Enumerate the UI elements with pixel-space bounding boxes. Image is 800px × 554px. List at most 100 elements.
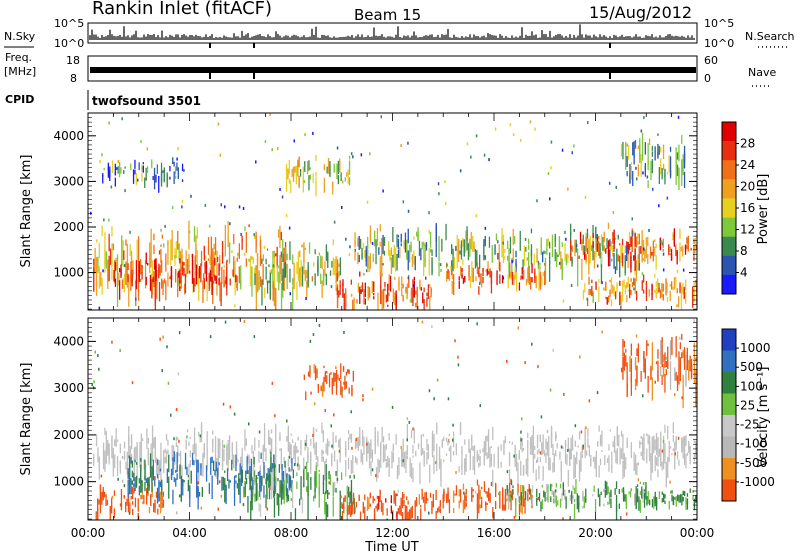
power-colorbar-swatch bbox=[722, 160, 736, 180]
velocity-colorbar-tick: -100 bbox=[740, 437, 767, 451]
vel-region-5 bbox=[443, 478, 533, 519]
beam-title: Beam 15 bbox=[354, 6, 421, 24]
power-colorbar-swatch bbox=[722, 217, 736, 237]
power-colorbar-swatch bbox=[722, 236, 736, 257]
velocity-colorbar-swatch bbox=[722, 393, 736, 416]
power-region-5 bbox=[446, 261, 546, 295]
velocity-ylabel: Slant Range [km] bbox=[19, 363, 34, 476]
power-colorbar-tick: 16 bbox=[740, 201, 755, 215]
x-tick-label: 20:00 bbox=[578, 526, 613, 540]
power-colorbar-swatch bbox=[722, 141, 736, 161]
vel-region-1 bbox=[95, 483, 165, 520]
power-ylabel: Slant Range [km] bbox=[19, 155, 34, 268]
power-panel: 1000 2000 3000 4000 bbox=[53, 112, 698, 311]
nave-label: Nave bbox=[748, 66, 776, 79]
freq-label: Freq. bbox=[5, 51, 32, 64]
velocity-colorbar-swatch bbox=[722, 372, 736, 394]
vel-region-4 bbox=[341, 488, 444, 520]
vel-region-3 bbox=[241, 461, 355, 520]
vel-region-8 bbox=[303, 363, 354, 401]
power-colorbar-swatch bbox=[722, 179, 736, 199]
power-colorbar-tick: 12 bbox=[740, 223, 755, 237]
x-tick-label: 00:00 bbox=[680, 526, 715, 540]
power-region-7 bbox=[582, 274, 697, 310]
x-tick-label: 12:00 bbox=[375, 526, 410, 540]
freq-panel bbox=[87, 55, 698, 82]
power-region-9 bbox=[620, 132, 686, 191]
velocity-colorbar-tick: -500 bbox=[740, 456, 767, 470]
power-region-10 bbox=[102, 157, 185, 193]
power-scatter-field bbox=[90, 113, 697, 310]
vel-region-7 bbox=[646, 488, 697, 511]
vel-region-2 bbox=[127, 451, 294, 510]
nave-tick-bottom: 0 bbox=[704, 72, 711, 85]
freq-unit-label: [MHz] bbox=[4, 65, 36, 78]
nsky-label: N.Sky bbox=[4, 30, 36, 43]
nave-tick-top: 60 bbox=[704, 54, 718, 67]
velocity-colorbar-swatch bbox=[722, 458, 736, 480]
nsearch-tick-top: 10^5 bbox=[704, 17, 734, 30]
power-colorbar-swatch bbox=[722, 255, 736, 276]
power-colorbar-tick: 24 bbox=[740, 158, 755, 172]
power-colorbar: 28 24 20 16 12 8 4 bbox=[721, 121, 755, 295]
power-colorbar-tick: 28 bbox=[740, 137, 755, 151]
velocity-colorbar-swatch bbox=[722, 479, 736, 502]
power-region-8 bbox=[285, 154, 351, 197]
power-ytick-label: 3000 bbox=[53, 174, 84, 188]
power-region-3 bbox=[336, 271, 432, 310]
velocity-colorbar-tick: -25 bbox=[740, 418, 760, 432]
freq-trace bbox=[90, 67, 696, 79]
power-colorbar-tick: 4 bbox=[740, 266, 748, 280]
velocity-colorbar-swatch bbox=[722, 350, 736, 373]
date-title: 15/Aug/2012 bbox=[589, 3, 692, 22]
velocity-colorbar-tick: -1000 bbox=[740, 475, 775, 489]
velocity-colorbar-tick: 1000 bbox=[740, 341, 771, 355]
velocity-colorbar-swatch bbox=[722, 329, 736, 351]
nsearch-label: N.Search bbox=[745, 30, 795, 43]
x-tick-label: 04:00 bbox=[172, 526, 207, 540]
velocity-panel: 1000 2000 3000 4000 bbox=[53, 317, 698, 521]
power-ytick-label: 1000 bbox=[53, 266, 84, 280]
power-colorbar-tick: 20 bbox=[740, 180, 755, 194]
velocity-colorbar-label: Velocity [m s⁻¹] bbox=[756, 367, 771, 468]
velocity-colorbar: 1000 500 100 25 -25 -100 -500 -1000 bbox=[721, 328, 775, 502]
nsky-tick-bottom: 10^0 bbox=[54, 37, 84, 50]
nsearch-tick-bottom: 10^0 bbox=[704, 37, 734, 50]
station-title: Rankin Inlet (fitACF) bbox=[92, 0, 272, 19]
x-tick-label: 00:00 bbox=[71, 526, 106, 540]
freq-tick-top: 18 bbox=[66, 54, 80, 67]
vel-region-9 bbox=[620, 333, 697, 409]
power-colorbar-label: Power [dB] bbox=[756, 174, 771, 245]
vel-ytick-label: 3000 bbox=[53, 381, 84, 395]
nsky-trace bbox=[89, 24, 695, 48]
power-region-4 bbox=[354, 222, 647, 287]
velocity-colorbar-tick: 100 bbox=[740, 379, 763, 393]
velocity-colorbar-swatch bbox=[722, 436, 736, 459]
vel-ytick-label: 1000 bbox=[53, 475, 84, 489]
x-tick-label: 16:00 bbox=[477, 526, 512, 540]
vel-ytick-label: 2000 bbox=[53, 428, 84, 442]
power-colorbar-swatch bbox=[722, 122, 736, 142]
vel-region-6 bbox=[506, 479, 647, 520]
power-colorbar-swatch bbox=[722, 198, 736, 218]
velocity-colorbar-swatch bbox=[722, 415, 736, 437]
power-colorbar-swatch bbox=[722, 274, 736, 295]
vel-ytick-label: 4000 bbox=[53, 334, 84, 348]
x-axis-ticks: 00:00 04:00 08:00 12:00 16:00 20:00 00:00 bbox=[71, 526, 715, 540]
nsky-panel bbox=[87, 22, 698, 44]
power-ytick-label: 4000 bbox=[53, 129, 84, 143]
x-axis-label: Time UT bbox=[364, 540, 418, 554]
cpid-value: twofsound 3501 bbox=[92, 94, 201, 108]
cpid-label: CPID bbox=[5, 93, 34, 106]
power-region-6 bbox=[570, 228, 697, 273]
velocity-colorbar-tick: 500 bbox=[740, 360, 763, 374]
vel-scatter-field bbox=[91, 319, 697, 520]
nsky-tick-top: 10^5 bbox=[54, 17, 84, 30]
power-colorbar-tick: 8 bbox=[740, 244, 748, 258]
freq-tick-bottom: 8 bbox=[70, 72, 77, 85]
power-ytick-label: 2000 bbox=[53, 220, 84, 234]
x-tick-label: 08:00 bbox=[274, 526, 309, 540]
velocity-colorbar-tick: 25 bbox=[740, 398, 755, 412]
power-region-2 bbox=[254, 239, 341, 310]
